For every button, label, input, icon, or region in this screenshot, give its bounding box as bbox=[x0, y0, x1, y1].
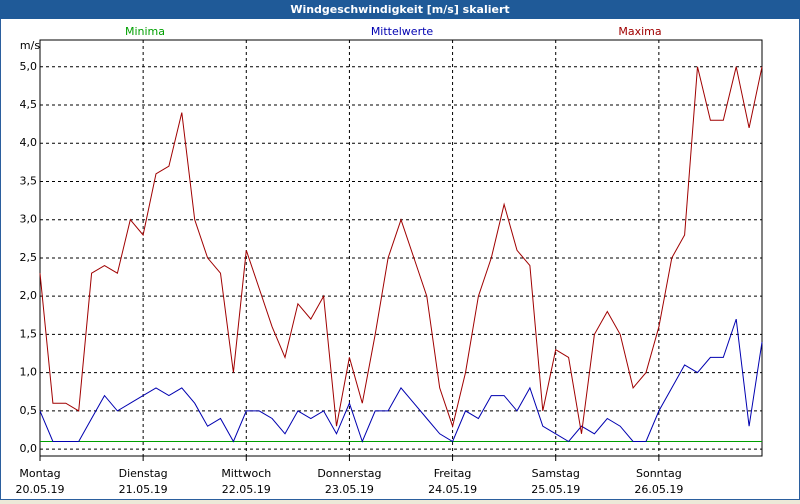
x-tick-date: 25.05.19 bbox=[531, 483, 580, 496]
y-tick-label: 4,5 bbox=[20, 98, 38, 111]
y-axis-label: m/s bbox=[20, 39, 40, 52]
legend-entry: Mittelwerte bbox=[371, 25, 434, 38]
series-line bbox=[39, 318, 763, 443]
y-tick-label: 4,0 bbox=[20, 136, 38, 149]
y-tick-label: 1,0 bbox=[20, 366, 38, 379]
x-tick-date: 23.05.19 bbox=[325, 483, 374, 496]
x-tick-date: 20.05.19 bbox=[16, 483, 65, 496]
x-tick-label: Samstag bbox=[532, 467, 580, 480]
y-tick-label: 3,0 bbox=[20, 213, 38, 226]
x-tick-label: Sonntag bbox=[636, 467, 682, 480]
x-tick-date: 21.05.19 bbox=[119, 483, 168, 496]
y-tick-label: 0,0 bbox=[20, 442, 38, 455]
series-line bbox=[39, 66, 763, 434]
y-tick-label: 3,5 bbox=[20, 174, 38, 187]
y-tick-label: 2,0 bbox=[20, 289, 38, 302]
chart-title: Windgeschwindigkeit [m/s] skaliert bbox=[290, 3, 509, 16]
x-tick-date: 24.05.19 bbox=[428, 483, 477, 496]
x-tick-label: Mittwoch bbox=[221, 467, 271, 480]
x-tick-label: Dienstag bbox=[119, 467, 168, 480]
plot-frame bbox=[39, 39, 763, 457]
x-tick-date: 26.05.19 bbox=[634, 483, 683, 496]
legend-entry: Minima bbox=[125, 25, 165, 38]
title-bar bbox=[0, 0, 800, 19]
x-tick-label: Montag bbox=[19, 467, 60, 480]
y-tick-label: 1,5 bbox=[20, 327, 38, 340]
y-tick-label: 5,0 bbox=[20, 60, 38, 73]
legend-entry: Maxima bbox=[618, 25, 661, 38]
y-tick-label: 2,5 bbox=[20, 251, 38, 264]
x-tick-date: 22.05.19 bbox=[222, 483, 271, 496]
x-tick-label: Donnerstag bbox=[317, 467, 381, 480]
y-tick-label: 0,5 bbox=[20, 404, 38, 417]
x-tick-label: Freitag bbox=[434, 467, 472, 480]
